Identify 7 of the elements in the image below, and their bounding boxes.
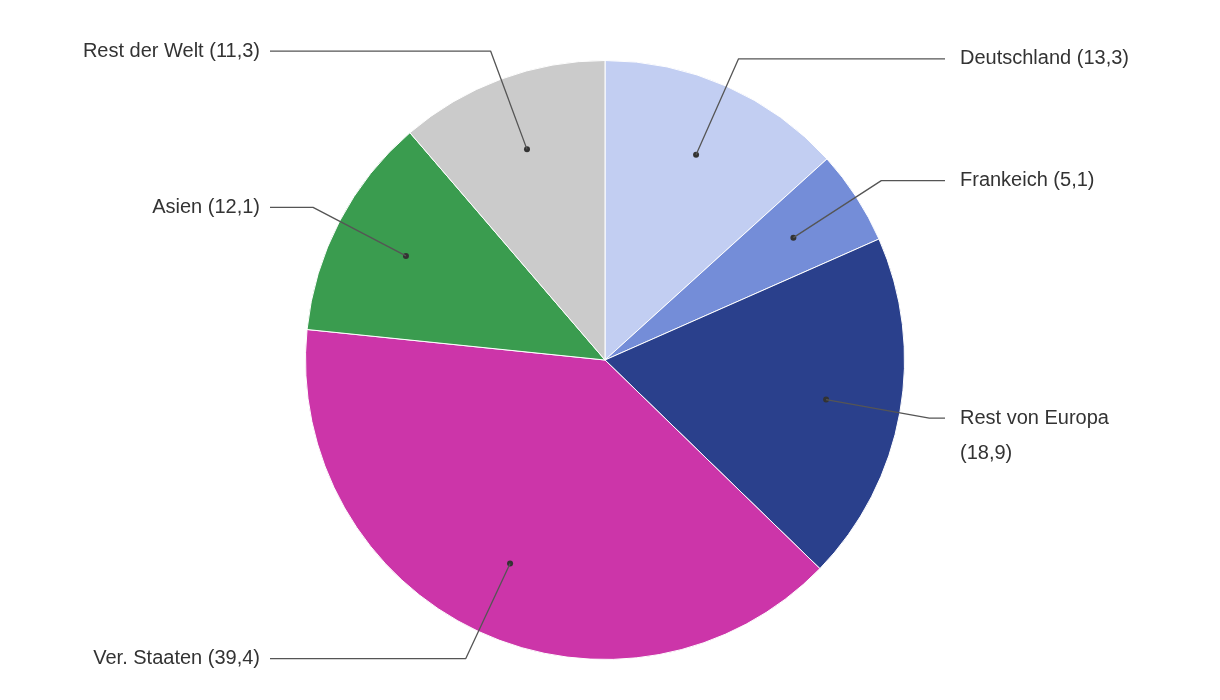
- slice-label: Rest von Europa: [960, 405, 1110, 428]
- data-label: (18,9): [960, 440, 1013, 463]
- slice-label: Ver. Staaten (39,4): [93, 646, 260, 669]
- slice-label: Deutschland (13,3): [960, 46, 1129, 69]
- slice-label: Asien (12,1): [152, 194, 260, 217]
- slice-label: Frankeich (5,1): [960, 168, 1095, 191]
- slice-label: Rest der Welt (11,3): [82, 38, 260, 61]
